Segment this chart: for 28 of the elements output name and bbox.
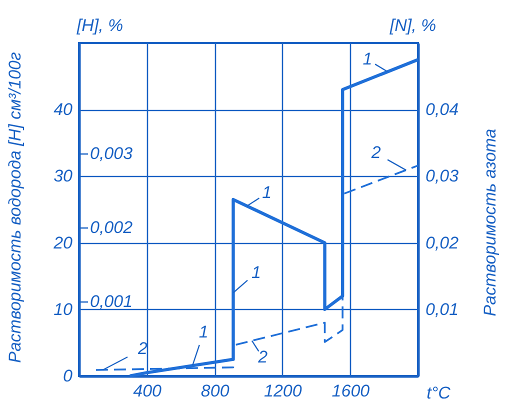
annotation: 2 (370, 143, 382, 162)
annotation: 2 (257, 348, 268, 367)
y3-axis-title: [H], % (76, 16, 124, 35)
y3-tick-label: 0,002 (90, 218, 134, 237)
annotation: 1 (262, 183, 272, 202)
x-tick-label: 1600 (332, 382, 370, 400)
y-tick-label: 0 (63, 366, 74, 386)
y-tick-label: 40 (54, 100, 74, 120)
y-tick-label: 10 (54, 300, 74, 319)
y-axis-title: Растворимость водорода [H] см³/100г (6, 52, 24, 363)
y2-axis-title: Растворимость азота (480, 128, 500, 316)
y-tick-label: 30 (54, 166, 74, 186)
x-tick-label: 400 (133, 382, 162, 400)
y3-tick-label: 0,001 (90, 292, 133, 311)
annotation: 1 (252, 262, 261, 282)
y3-tick-label: 0,003 (90, 144, 134, 163)
annotation: 2 (136, 339, 148, 358)
y-tick-label: 20 (52, 233, 74, 252)
y2-tick-label: 0,02 (426, 233, 460, 252)
x-tick-label: 800 (200, 382, 230, 400)
annotation: 1 (362, 50, 372, 69)
y2-tick-label: 0,04 (426, 100, 459, 120)
y2-tick-label: 0,03 (426, 166, 460, 186)
text: [N], % (388, 16, 436, 35)
annotation: 1 (198, 322, 208, 342)
y2-tick-label: 0,01 (426, 300, 459, 319)
x-axis-title: t°C (426, 384, 452, 402)
x-tick-label: 1200 (264, 382, 302, 400)
